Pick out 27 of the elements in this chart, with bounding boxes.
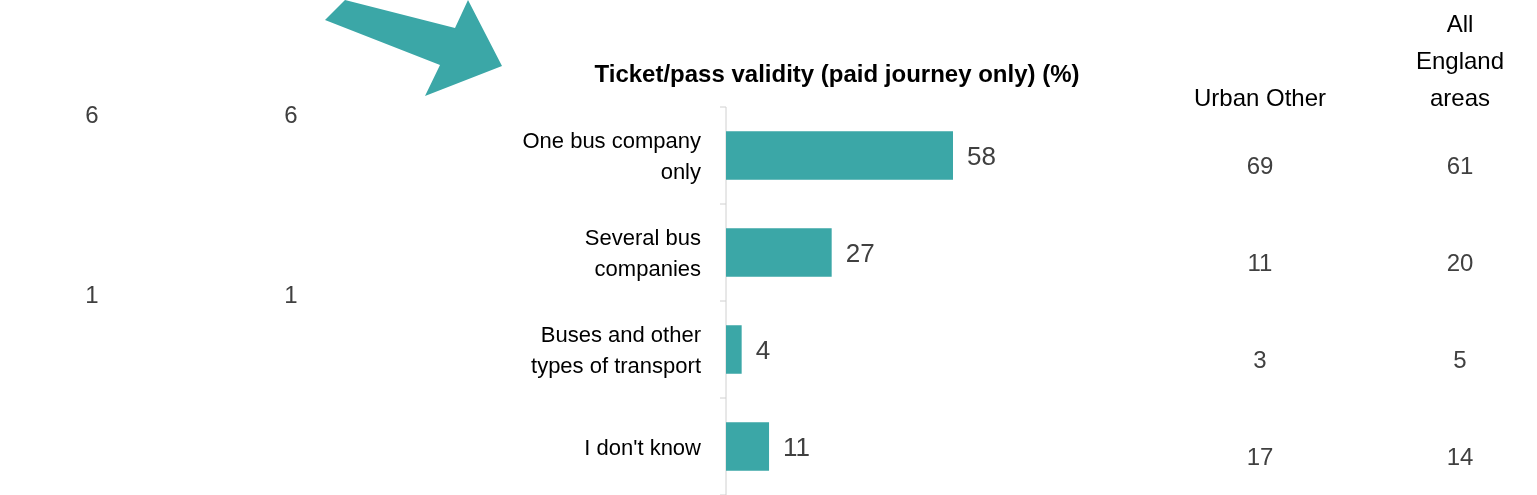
bar [726,131,953,180]
bar [726,422,770,471]
text: 69 [1246,151,1274,179]
text: 3 [1253,345,1267,373]
text: 20 [1446,248,1474,276]
bar [726,325,742,374]
bar [726,228,832,277]
text: 6 [85,101,99,128]
text: 1 [85,281,99,308]
data-label: 4 [755,334,771,365]
text: 14 [1446,442,1474,470]
y-tick-label: One bus company only [522,128,701,184]
data-label: 27 [845,237,875,268]
text: 11 [1247,248,1273,276]
y-tick-label: Buses and other types of transport [531,322,701,378]
data-label: 58 [967,140,996,171]
text: 61 [1446,151,1474,179]
text: 1 [284,281,298,308]
text: All England areas [1415,10,1505,111]
text: Urban Other [1193,84,1327,111]
text: 17 [1246,442,1274,470]
text: 5 [1453,345,1467,373]
y-tick-label: Several bus companies [584,225,701,281]
data-label: 11 [783,431,811,462]
y-tick-label: I don't know [584,434,702,460]
text: 6 [284,101,298,128]
chart-title: Ticket/pass validity (paid journey only) (%) [594,60,1080,87]
